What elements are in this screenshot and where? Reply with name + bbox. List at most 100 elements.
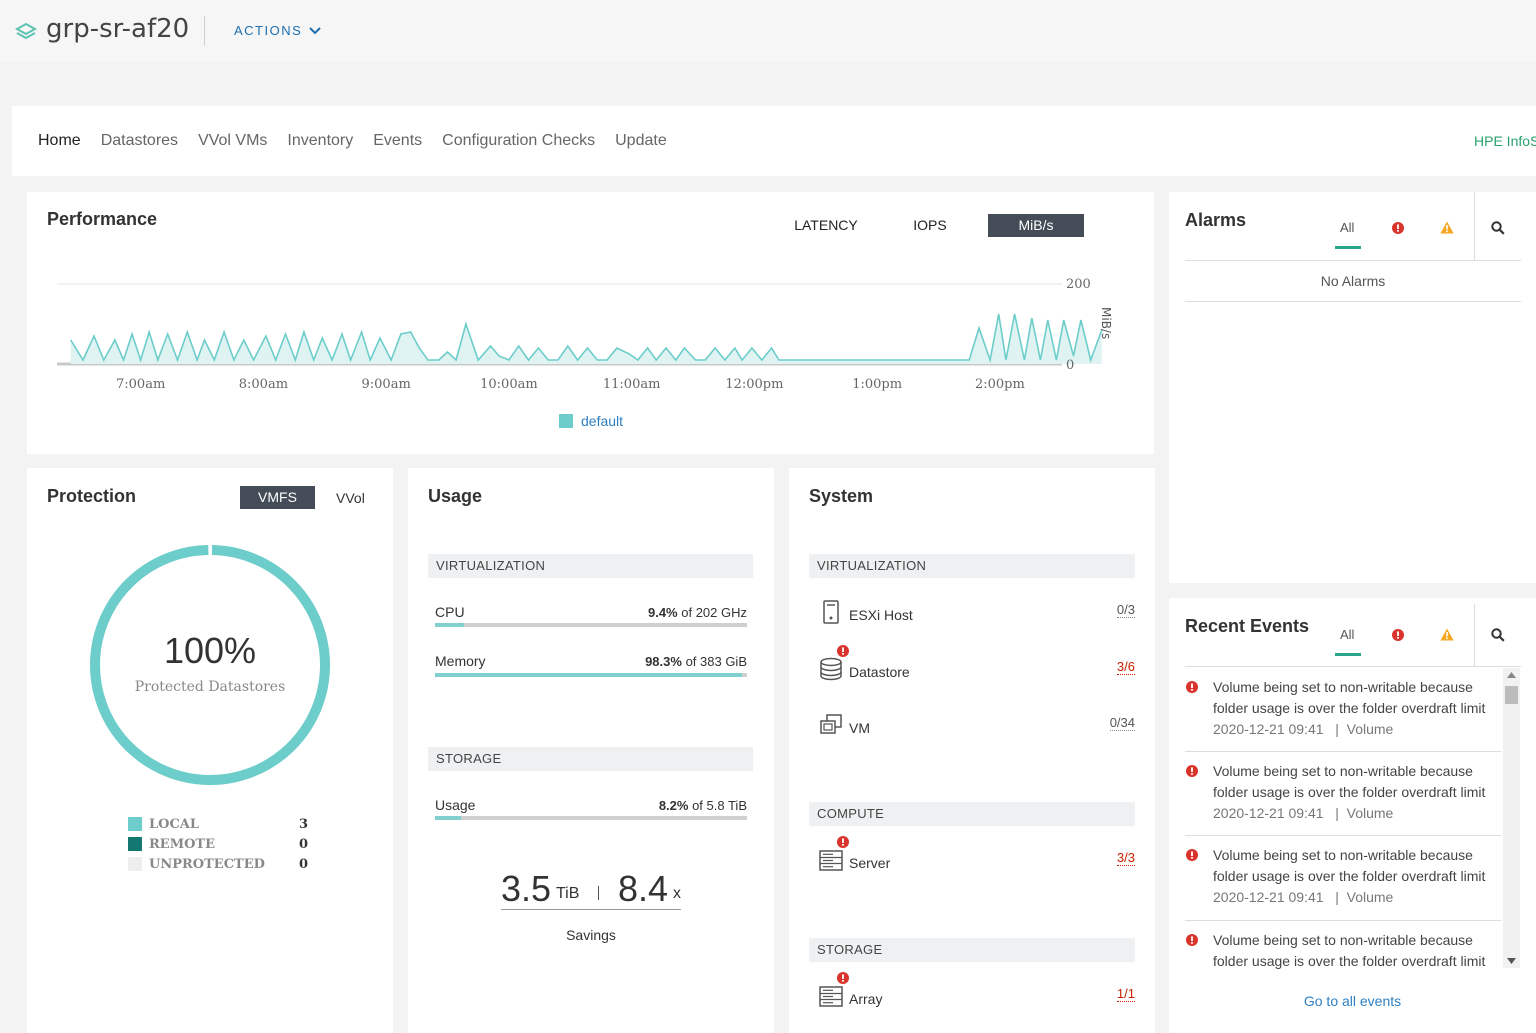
event-meta-separator: | (1335, 889, 1339, 905)
event-divider (1185, 920, 1501, 921)
vm-row[interactable]: VM 0/34 (819, 713, 1135, 743)
system-panel: System VIRTUALIZATION ESXi Host 0/3 Data… (789, 468, 1155, 1033)
cpu-bar (435, 623, 747, 627)
event-object-type: Volume (1346, 721, 1394, 737)
event-meta-separator: | (1335, 805, 1339, 821)
tab-home[interactable]: Home (38, 132, 81, 149)
event-item[interactable]: Volume being set to non-writable because… (1185, 677, 1501, 743)
event-message-line1: Volume being set to non-writable because (1213, 763, 1473, 779)
vm-label: VM (849, 720, 870, 736)
search-icon[interactable] (1491, 221, 1505, 235)
recent-events-panel: Recent Events All Volume being set to no… (1169, 598, 1536, 1033)
no-alarms-text: No Alarms (1320, 273, 1386, 289)
error-badge-icon (837, 645, 849, 657)
system-virtualization-header: VIRTUALIZATION (809, 554, 1135, 578)
x-tick-label: 7:00am (116, 377, 165, 392)
error-badge-icon (837, 836, 849, 848)
error-filter-icon[interactable] (1392, 222, 1404, 234)
server-count[interactable]: 3/3 (1116, 850, 1135, 866)
memory-percent: 98.3% (645, 654, 682, 669)
event-message-line1: Volume being set to non-writable because (1213, 847, 1473, 863)
scroll-down-arrow-icon[interactable] (1507, 958, 1516, 964)
tab-configuration-checks[interactable]: Configuration Checks (442, 132, 596, 149)
events-scrollbar[interactable] (1503, 668, 1520, 968)
vmfs-toggle-button[interactable]: VMFS (240, 486, 315, 509)
storage-usage-bar (435, 816, 747, 820)
error-icon (1186, 934, 1198, 946)
series-area-default (70, 314, 1102, 364)
protected-percent: 100% (163, 630, 257, 671)
storage-usage-label: Usage (435, 797, 476, 813)
protected-datastores-label: Protected Datastores (134, 679, 286, 695)
warning-filter-icon[interactable] (1440, 628, 1454, 641)
savings-label: Savings (566, 927, 616, 943)
alarms-list-divider (1185, 301, 1521, 302)
tab-vvol-vms[interactable]: VVol VMs (198, 132, 268, 149)
events-filter-all[interactable]: All (1340, 627, 1355, 642)
tab-events[interactable]: Events (373, 132, 423, 149)
esxi-host-row[interactable]: ESXi Host 0/3 (819, 600, 1135, 630)
alarms-filter-all[interactable]: All (1340, 220, 1355, 235)
cpu-value: 9.4% of 202 GHz (648, 605, 747, 620)
vm-icon (820, 714, 842, 734)
scrollbar-thumb[interactable] (1505, 686, 1518, 704)
error-filter-icon[interactable] (1392, 629, 1404, 641)
search-icon[interactable] (1491, 628, 1505, 642)
event-item[interactable]: Volume being set to non-writable because… (1185, 761, 1501, 827)
tab-datastores[interactable]: Datastores (100, 132, 179, 149)
event-item[interactable]: Volume being set to non-writable because… (1185, 930, 1501, 974)
usage-virtualization-header: VIRTUALIZATION (428, 554, 753, 578)
x-tick-label: 8:00am (239, 377, 288, 392)
x-tick-label: 1:00pm (852, 377, 902, 392)
server-label: Server (849, 855, 891, 871)
array-count[interactable]: 1/1 (1116, 986, 1135, 1002)
event-meta-separator: | (1335, 721, 1339, 737)
x-tick-label: 2:00pm (975, 377, 1025, 392)
memory-value: 98.3% of 383 GiB (645, 654, 747, 669)
cpu-bar-fill (435, 623, 465, 627)
x-tick-label: 12:00pm (725, 377, 783, 392)
warning-filter-icon[interactable] (1440, 221, 1454, 234)
latency-tab[interactable]: LATENCY (794, 217, 858, 233)
mibs-tab[interactable]: MiB/s (988, 214, 1084, 237)
usage-storage-header: STORAGE (428, 747, 753, 771)
vvol-toggle-button[interactable]: VVol (336, 490, 365, 506)
x-tick-label: 9:00am (362, 377, 411, 392)
vm-count[interactable]: 0/34 (1109, 715, 1135, 731)
error-icon (1186, 681, 1198, 693)
x-tick-label: 10:00am (480, 377, 538, 392)
local-label: LOCAL (149, 816, 200, 832)
event-object-type: Volume (1346, 889, 1394, 905)
server-row[interactable]: Server 3/3 (819, 836, 1135, 878)
datastore-count[interactable]: 3/6 (1116, 659, 1135, 675)
event-item[interactable]: Volume being set to non-writable because… (1185, 845, 1501, 911)
event-message-line1: Volume being set to non-writable because (1213, 679, 1473, 695)
system-title: System (809, 486, 874, 506)
main-nav: Home Datastores VVol VMs Inventory Event… (12, 106, 1536, 176)
legend-row-unprotected: UNPROTECTED 0 (128, 854, 308, 874)
go-to-all-events-link[interactable]: Go to all events (1303, 993, 1402, 1009)
event-message-line1: Volume being set to non-writable because (1213, 932, 1473, 948)
top-header: grp-sr-af20 ACTIONS (0, 0, 1536, 62)
server-icon (819, 850, 843, 871)
esxi-host-label: ESXi Host (849, 607, 913, 623)
event-message-line2: folder usage is over the folder overdraf… (1213, 784, 1486, 800)
nav-tabs: Home Datastores VVol VMs Inventory Event… (38, 132, 667, 150)
tab-update[interactable]: Update (615, 132, 667, 149)
savings-figures: 3.5 TiB 8.4 x (501, 868, 681, 910)
esxi-host-count[interactable]: 0/3 (1116, 602, 1135, 618)
actions-menu-button[interactable]: ACTIONS (234, 23, 322, 38)
chart-legend[interactable]: default (559, 413, 623, 429)
hpe-infosight-link[interactable]: HPE InfoS (1474, 133, 1536, 149)
array-label: Array (849, 991, 883, 1007)
array-row[interactable]: Array 1/1 (819, 972, 1135, 1014)
protection-panel: Protection VMFS VVol 100% Protected Data… (27, 468, 393, 1033)
tab-inventory[interactable]: Inventory (287, 132, 354, 149)
scroll-up-arrow-icon[interactable] (1507, 672, 1516, 678)
iops-tab[interactable]: IOPS (913, 217, 947, 233)
datastore-row[interactable]: Datastore 3/6 (819, 645, 1135, 687)
legend-row-local: LOCAL 3 (128, 814, 308, 834)
event-meta: 2020-12-21 09:41 | Volume (1213, 719, 1501, 740)
datastore-label: Datastore (849, 664, 910, 680)
storage-usage-value: 8.2% of 5.8 TiB (659, 798, 747, 813)
